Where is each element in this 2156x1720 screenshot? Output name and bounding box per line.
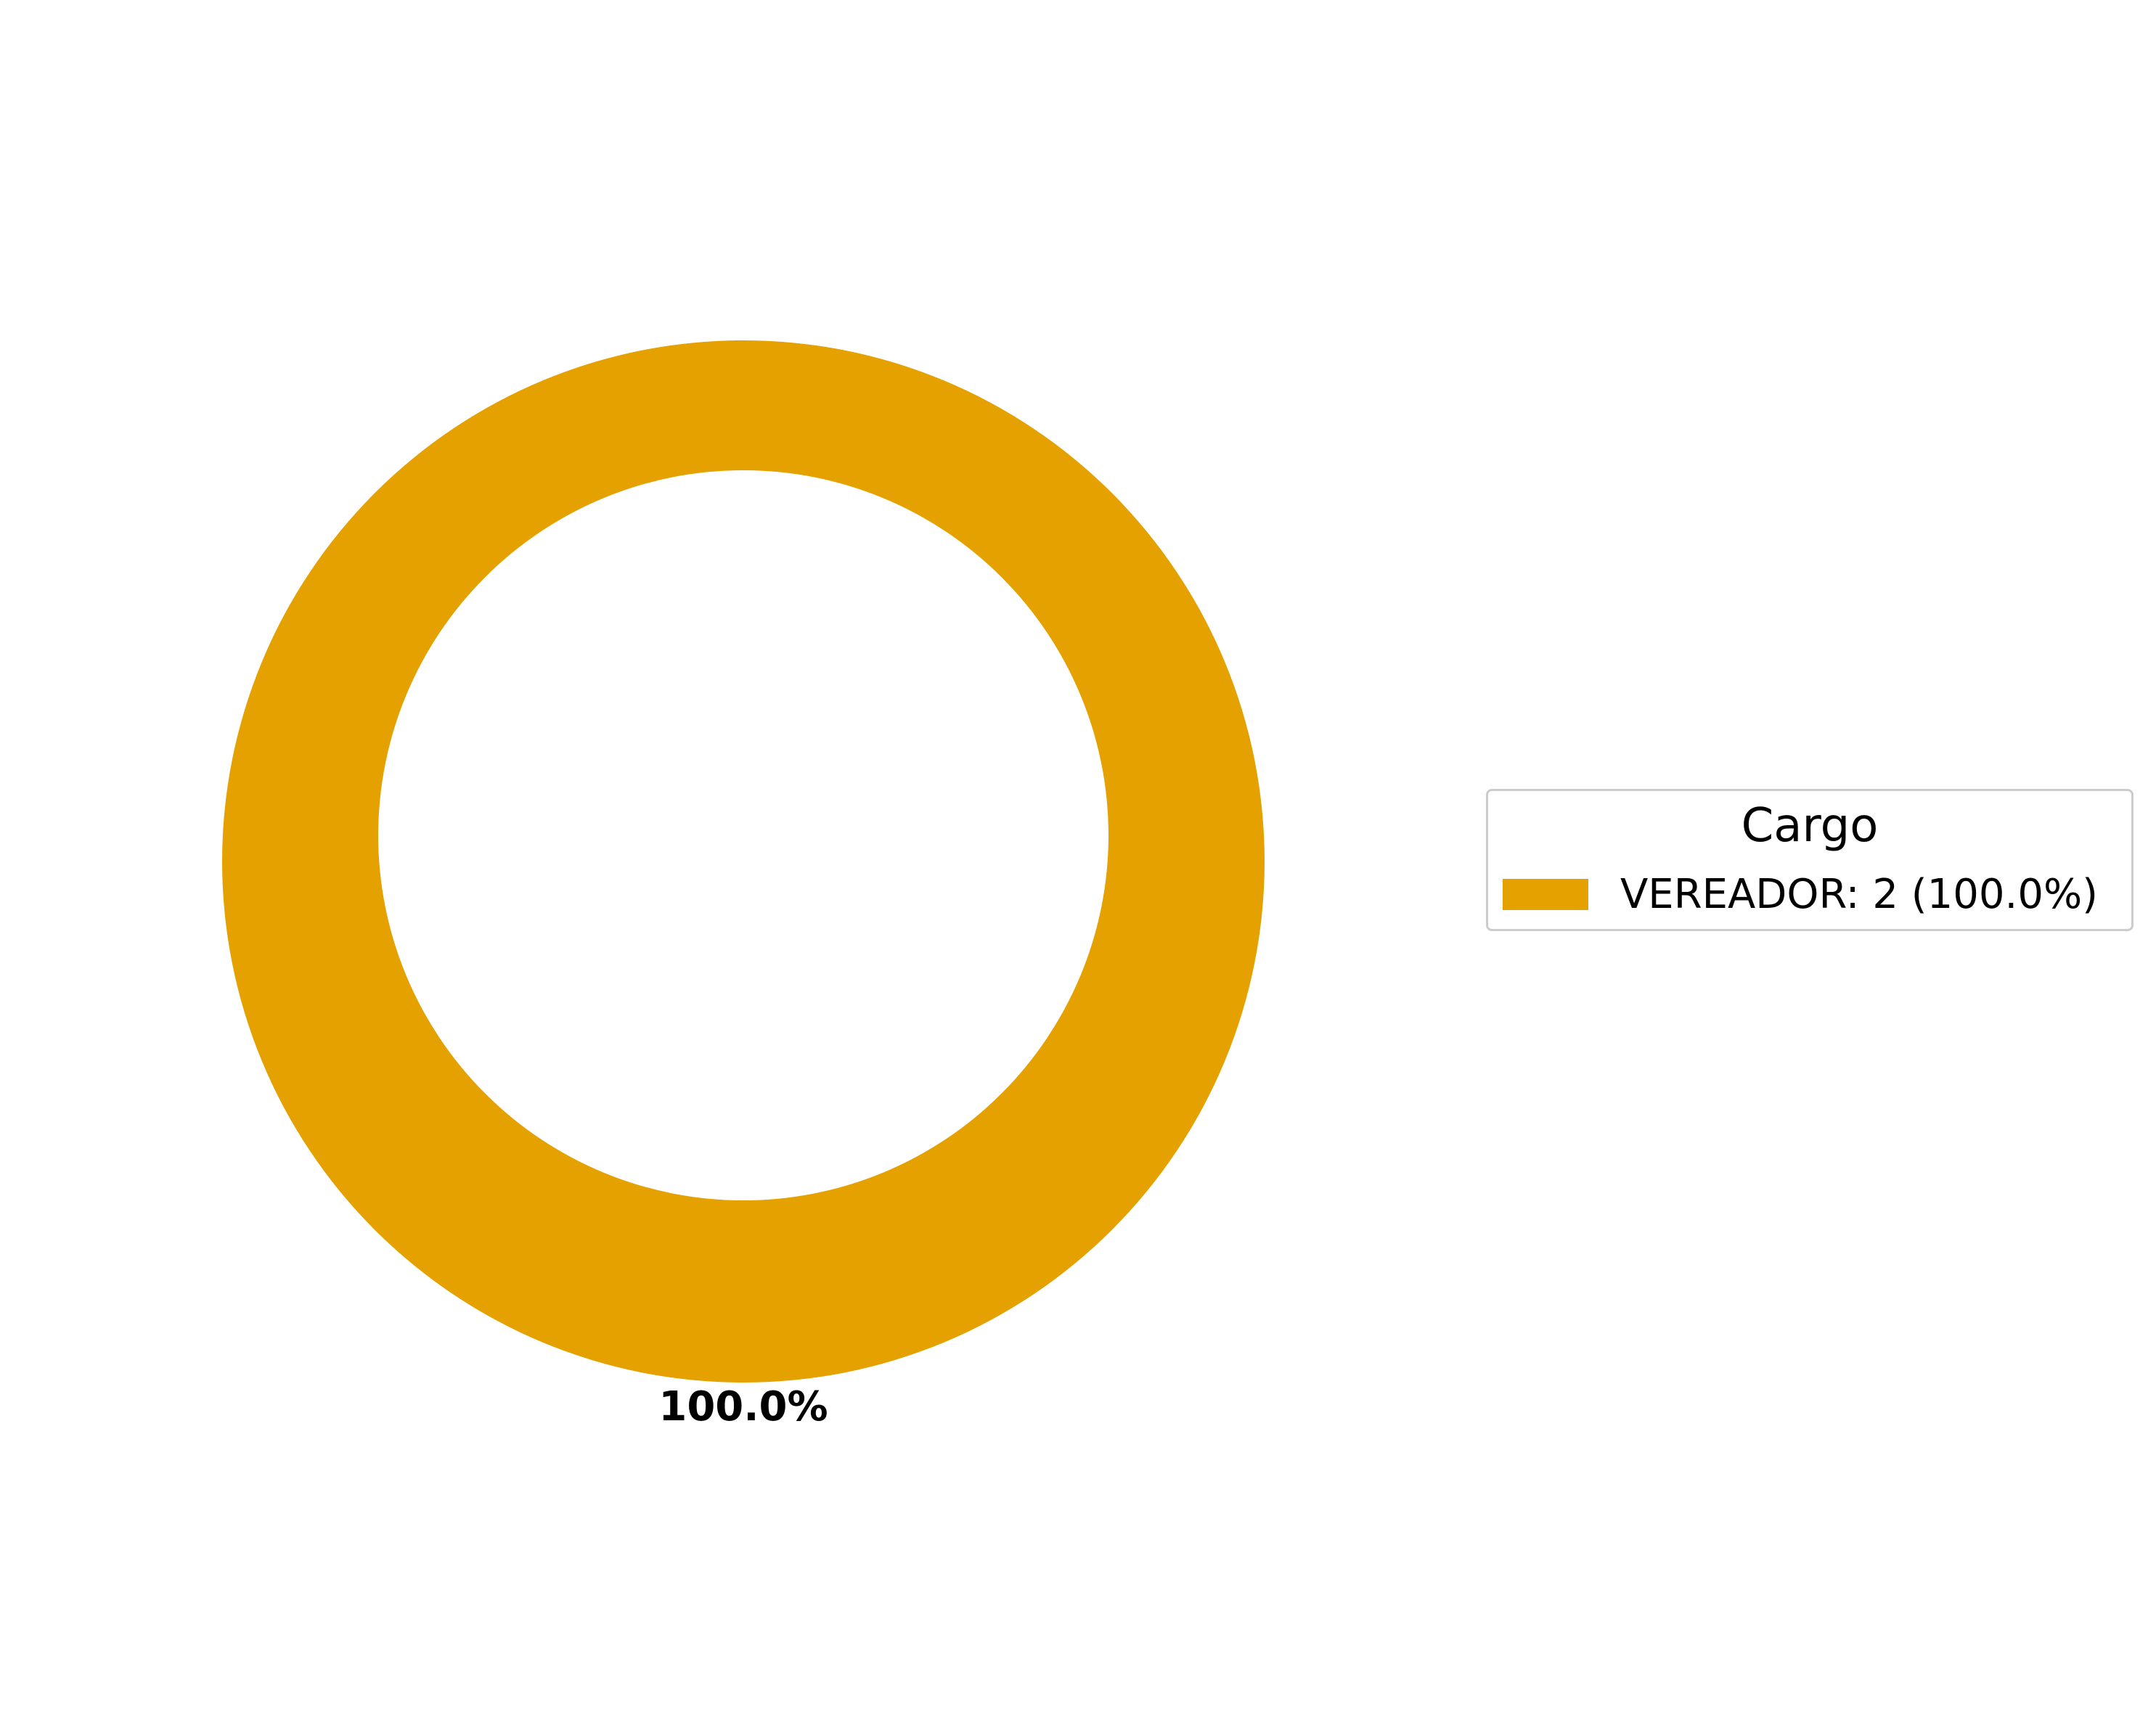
legend-entry-label: VEREADOR: 2 (100.0%) xyxy=(1620,871,2098,918)
donut-slices xyxy=(222,340,1265,1383)
slice-percent-label: 100.0% xyxy=(658,1383,828,1430)
legend: Cargo VEREADOR: 2 (100.0%) xyxy=(1486,789,2133,931)
legend-swatch xyxy=(1503,879,1588,910)
donut-hole xyxy=(378,470,1108,1200)
legend-entry: VEREADOR: 2 (100.0%) xyxy=(1503,871,2098,918)
legend-title: Cargo xyxy=(1741,799,1879,853)
